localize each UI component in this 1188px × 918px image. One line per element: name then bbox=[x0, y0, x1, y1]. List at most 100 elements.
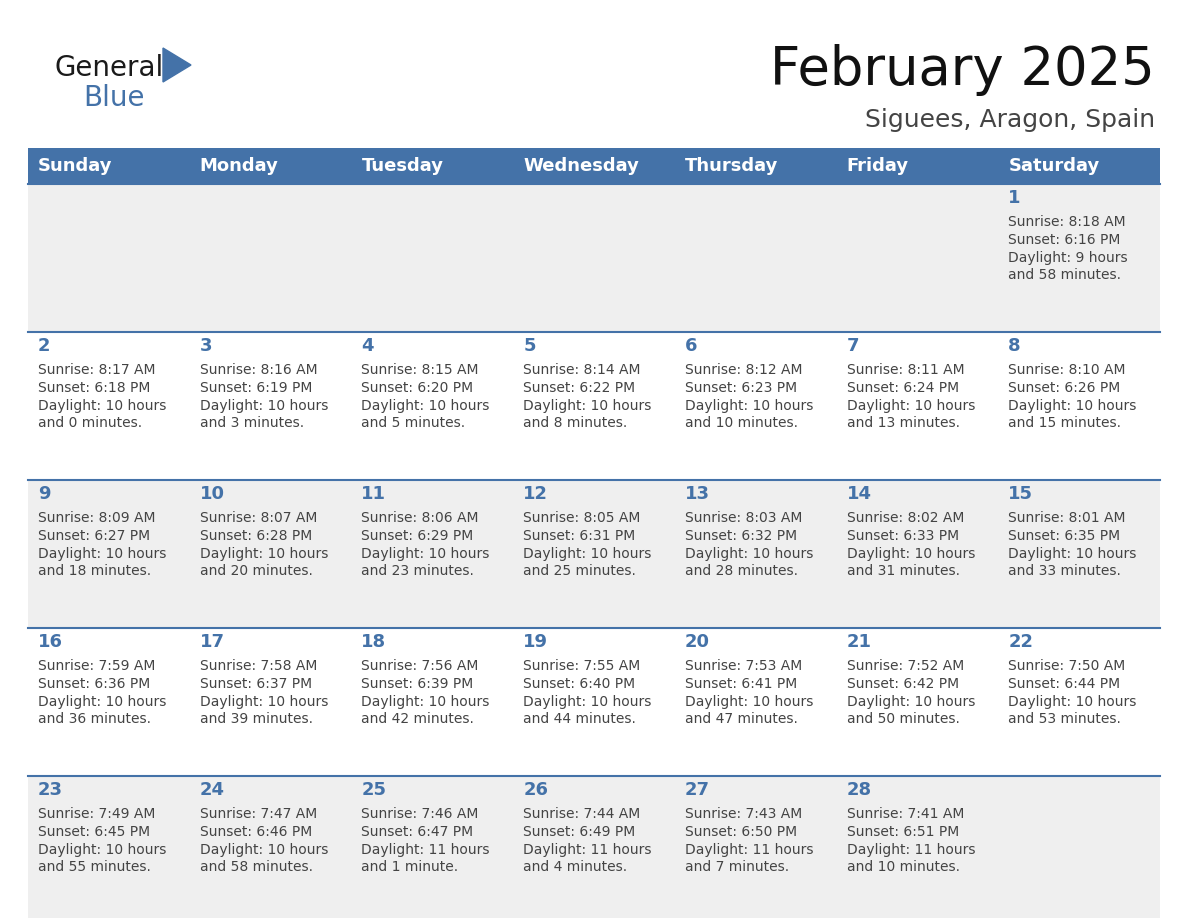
Text: 22: 22 bbox=[1009, 633, 1034, 651]
Text: Sunset: 6:28 PM: Sunset: 6:28 PM bbox=[200, 529, 312, 543]
Text: Sunset: 6:40 PM: Sunset: 6:40 PM bbox=[523, 677, 636, 691]
Text: Sunrise: 8:14 AM: Sunrise: 8:14 AM bbox=[523, 363, 640, 377]
Text: and 18 minutes.: and 18 minutes. bbox=[38, 564, 151, 578]
Text: 10: 10 bbox=[200, 485, 225, 503]
Text: 5: 5 bbox=[523, 337, 536, 355]
Text: Daylight: 10 hours: Daylight: 10 hours bbox=[38, 399, 166, 413]
Text: Sunset: 6:20 PM: Sunset: 6:20 PM bbox=[361, 381, 474, 395]
Text: Sunset: 6:26 PM: Sunset: 6:26 PM bbox=[1009, 381, 1120, 395]
Text: Daylight: 10 hours: Daylight: 10 hours bbox=[38, 695, 166, 709]
Text: Daylight: 10 hours: Daylight: 10 hours bbox=[523, 399, 651, 413]
Text: Sunrise: 7:47 AM: Sunrise: 7:47 AM bbox=[200, 807, 317, 821]
Text: Sunset: 6:46 PM: Sunset: 6:46 PM bbox=[200, 825, 312, 839]
Text: 6: 6 bbox=[684, 337, 697, 355]
Text: 8: 8 bbox=[1009, 337, 1020, 355]
Text: 12: 12 bbox=[523, 485, 548, 503]
Text: 26: 26 bbox=[523, 781, 548, 799]
Text: 24: 24 bbox=[200, 781, 225, 799]
Text: Sunset: 6:41 PM: Sunset: 6:41 PM bbox=[684, 677, 797, 691]
Text: and 8 minutes.: and 8 minutes. bbox=[523, 416, 627, 430]
Bar bbox=[29, 148, 1159, 184]
Text: Daylight: 10 hours: Daylight: 10 hours bbox=[361, 399, 489, 413]
Text: Sunset: 6:16 PM: Sunset: 6:16 PM bbox=[1009, 233, 1120, 247]
Text: Sunset: 6:51 PM: Sunset: 6:51 PM bbox=[847, 825, 959, 839]
Bar bbox=[29, 480, 1159, 628]
Text: Sunrise: 8:10 AM: Sunrise: 8:10 AM bbox=[1009, 363, 1126, 377]
Text: Sunset: 6:29 PM: Sunset: 6:29 PM bbox=[361, 529, 474, 543]
Text: Sunset: 6:23 PM: Sunset: 6:23 PM bbox=[684, 381, 797, 395]
Text: and 28 minutes.: and 28 minutes. bbox=[684, 564, 798, 578]
Text: Daylight: 11 hours: Daylight: 11 hours bbox=[523, 843, 652, 857]
Bar bbox=[29, 776, 1159, 918]
Text: Daylight: 10 hours: Daylight: 10 hours bbox=[1009, 547, 1137, 561]
Text: Saturday: Saturday bbox=[1009, 157, 1100, 175]
Text: Daylight: 10 hours: Daylight: 10 hours bbox=[361, 547, 489, 561]
Text: Daylight: 10 hours: Daylight: 10 hours bbox=[200, 695, 328, 709]
Text: and 58 minutes.: and 58 minutes. bbox=[200, 860, 312, 874]
Text: and 55 minutes.: and 55 minutes. bbox=[38, 860, 151, 874]
Text: Sunset: 6:31 PM: Sunset: 6:31 PM bbox=[523, 529, 636, 543]
Text: and 42 minutes.: and 42 minutes. bbox=[361, 712, 474, 726]
Text: and 15 minutes.: and 15 minutes. bbox=[1009, 416, 1121, 430]
Text: Sunrise: 7:55 AM: Sunrise: 7:55 AM bbox=[523, 659, 640, 673]
Text: 14: 14 bbox=[847, 485, 872, 503]
Text: Sunrise: 7:52 AM: Sunrise: 7:52 AM bbox=[847, 659, 963, 673]
Text: Sunset: 6:24 PM: Sunset: 6:24 PM bbox=[847, 381, 959, 395]
Text: Sunset: 6:42 PM: Sunset: 6:42 PM bbox=[847, 677, 959, 691]
Text: Sunset: 6:47 PM: Sunset: 6:47 PM bbox=[361, 825, 474, 839]
Text: Daylight: 11 hours: Daylight: 11 hours bbox=[847, 843, 975, 857]
Text: 18: 18 bbox=[361, 633, 386, 651]
Text: 20: 20 bbox=[684, 633, 710, 651]
Text: Blue: Blue bbox=[83, 84, 145, 112]
Text: 16: 16 bbox=[38, 633, 63, 651]
Text: Sunrise: 7:58 AM: Sunrise: 7:58 AM bbox=[200, 659, 317, 673]
Text: Sunrise: 7:46 AM: Sunrise: 7:46 AM bbox=[361, 807, 479, 821]
Text: and 31 minutes.: and 31 minutes. bbox=[847, 564, 960, 578]
Text: Sunrise: 8:01 AM: Sunrise: 8:01 AM bbox=[1009, 511, 1126, 525]
Text: Daylight: 11 hours: Daylight: 11 hours bbox=[684, 843, 814, 857]
Text: 19: 19 bbox=[523, 633, 548, 651]
Text: Sunset: 6:39 PM: Sunset: 6:39 PM bbox=[361, 677, 474, 691]
Text: Daylight: 10 hours: Daylight: 10 hours bbox=[1009, 399, 1137, 413]
Text: and 5 minutes.: and 5 minutes. bbox=[361, 416, 466, 430]
Bar bbox=[29, 628, 1159, 776]
Text: Sunrise: 7:41 AM: Sunrise: 7:41 AM bbox=[847, 807, 963, 821]
Text: Thursday: Thursday bbox=[684, 157, 778, 175]
Text: Sunset: 6:33 PM: Sunset: 6:33 PM bbox=[847, 529, 959, 543]
Text: Sunday: Sunday bbox=[38, 157, 113, 175]
Text: Sunset: 6:50 PM: Sunset: 6:50 PM bbox=[684, 825, 797, 839]
Text: Sunset: 6:18 PM: Sunset: 6:18 PM bbox=[38, 381, 151, 395]
Text: Daylight: 10 hours: Daylight: 10 hours bbox=[523, 695, 651, 709]
Text: and 13 minutes.: and 13 minutes. bbox=[847, 416, 960, 430]
Polygon shape bbox=[163, 48, 191, 82]
Text: Sunset: 6:35 PM: Sunset: 6:35 PM bbox=[1009, 529, 1120, 543]
Text: and 53 minutes.: and 53 minutes. bbox=[1009, 712, 1121, 726]
Text: 4: 4 bbox=[361, 337, 374, 355]
Text: Sunrise: 8:05 AM: Sunrise: 8:05 AM bbox=[523, 511, 640, 525]
Text: Daylight: 10 hours: Daylight: 10 hours bbox=[847, 547, 975, 561]
Text: Sunrise: 7:50 AM: Sunrise: 7:50 AM bbox=[1009, 659, 1125, 673]
Text: Sunrise: 8:11 AM: Sunrise: 8:11 AM bbox=[847, 363, 965, 377]
Text: Tuesday: Tuesday bbox=[361, 157, 443, 175]
Text: 2: 2 bbox=[38, 337, 51, 355]
Text: and 10 minutes.: and 10 minutes. bbox=[684, 416, 798, 430]
Text: Wednesday: Wednesday bbox=[523, 157, 639, 175]
Text: and 36 minutes.: and 36 minutes. bbox=[38, 712, 151, 726]
Text: and 23 minutes.: and 23 minutes. bbox=[361, 564, 474, 578]
Text: Sunrise: 7:59 AM: Sunrise: 7:59 AM bbox=[38, 659, 156, 673]
Text: and 1 minute.: and 1 minute. bbox=[361, 860, 459, 874]
Text: Daylight: 10 hours: Daylight: 10 hours bbox=[684, 399, 814, 413]
Text: Sunrise: 8:07 AM: Sunrise: 8:07 AM bbox=[200, 511, 317, 525]
Text: 13: 13 bbox=[684, 485, 710, 503]
Text: Sunrise: 7:53 AM: Sunrise: 7:53 AM bbox=[684, 659, 802, 673]
Text: 23: 23 bbox=[38, 781, 63, 799]
Text: and 50 minutes.: and 50 minutes. bbox=[847, 712, 960, 726]
Text: Sunrise: 8:09 AM: Sunrise: 8:09 AM bbox=[38, 511, 156, 525]
Text: and 10 minutes.: and 10 minutes. bbox=[847, 860, 960, 874]
Text: Sunrise: 7:56 AM: Sunrise: 7:56 AM bbox=[361, 659, 479, 673]
Text: and 44 minutes.: and 44 minutes. bbox=[523, 712, 636, 726]
Text: Daylight: 11 hours: Daylight: 11 hours bbox=[361, 843, 489, 857]
Text: and 7 minutes.: and 7 minutes. bbox=[684, 860, 789, 874]
Text: and 3 minutes.: and 3 minutes. bbox=[200, 416, 304, 430]
Text: Sunrise: 8:02 AM: Sunrise: 8:02 AM bbox=[847, 511, 963, 525]
